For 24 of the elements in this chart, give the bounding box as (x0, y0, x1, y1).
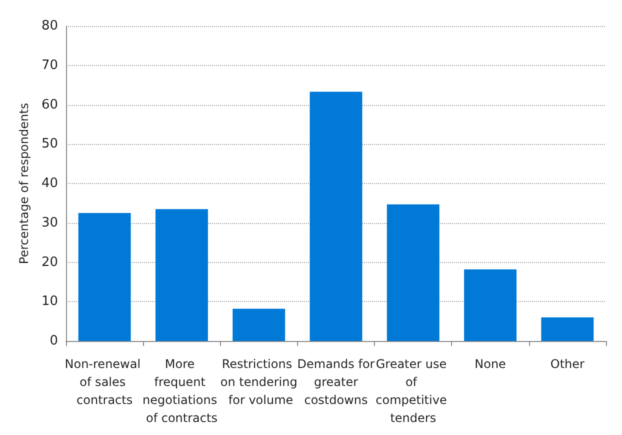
y-tick-label: 10 (41, 294, 58, 310)
y-tick-label: 70 (41, 58, 58, 73)
y-axis-title: Percentage of respondents (17, 102, 31, 264)
y-tick-label: 30 (41, 215, 58, 230)
bar (464, 269, 517, 341)
x-tick-label: Other (550, 357, 585, 371)
y-tick-label: 60 (41, 97, 58, 112)
x-tick-label: Restrictions on tendering for volume (220, 357, 298, 407)
bar (155, 209, 208, 341)
x-tick-label: None (474, 357, 506, 371)
y-tick-label: 20 (41, 254, 58, 270)
x-tick-label: More frequent negotiations of contracts (142, 357, 221, 425)
y-tick-label: 80 (41, 18, 58, 34)
bar (386, 204, 440, 341)
bar (310, 92, 362, 341)
x-tick-label: Greater use of competitive tenders (376, 357, 451, 425)
x-tick-label: Non-renewal of sales contracts (64, 357, 144, 407)
bar (78, 213, 131, 341)
y-tick-label: 0 (50, 334, 58, 348)
bar (541, 317, 594, 341)
y-tick-label: 40 (41, 176, 58, 191)
y-tick-label: 50 (41, 136, 58, 152)
bar (232, 308, 286, 341)
x-tick-label: Demands for greater costdowns (297, 357, 375, 407)
